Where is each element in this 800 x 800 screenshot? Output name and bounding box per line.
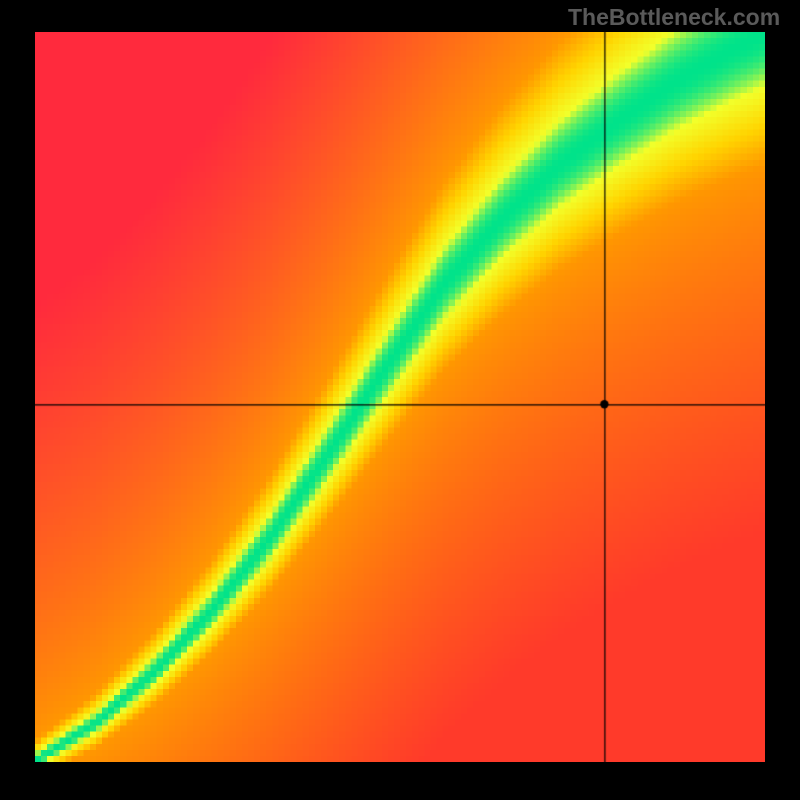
bottleneck-heatmap xyxy=(35,32,765,762)
watermark-text: TheBottleneck.com xyxy=(568,4,780,31)
chart-container: TheBottleneck.com xyxy=(0,0,800,800)
